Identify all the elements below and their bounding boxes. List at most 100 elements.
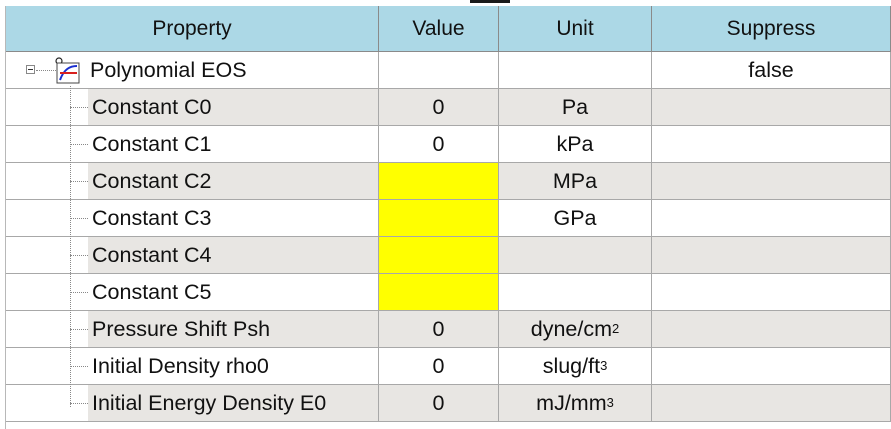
left-border [5,6,6,429]
property-label: Initial Energy Density E0 [92,390,327,415]
suppress-cell[interactable] [652,89,891,126]
tree-connector [70,144,88,145]
suppress-cell[interactable] [652,274,891,311]
property-label: Constant C5 [92,279,212,304]
value-cell[interactable] [379,52,499,89]
unit-text: kPa [556,131,594,156]
property-row[interactable]: Initial Energy Density E0 0 mJ/mm 3 [6,385,891,422]
tree-connector [70,181,88,182]
column-header-property[interactable]: Property [6,6,379,52]
property-row[interactable]: Constant C4 [6,237,891,274]
column-header-suppress[interactable]: Suppress [652,6,891,52]
property-cell: Initial Energy Density E0 [6,385,379,422]
property-label: Initial Density rho0 [92,353,269,378]
column-header-unit[interactable]: Unit [499,6,652,52]
value-text: 0 [432,390,445,415]
column-header-value-label: Value [412,16,465,40]
property-label: Pressure Shift Psh [92,316,271,341]
property-row[interactable]: Constant C5 [6,274,891,311]
property-label: Constant C3 [92,205,212,230]
property-label-box[interactable]: Constant C5 [88,274,378,310]
value-cell-missing[interactable] [379,237,499,274]
value-text: 0 [432,316,445,341]
column-header-property-label: Property [152,16,232,40]
property-cell: Constant C3 [6,200,379,237]
property-label-box[interactable]: Initial Energy Density E0 [88,385,378,421]
tree-connector [70,403,88,404]
value-cell[interactable]: 0 [379,89,499,126]
collapse-icon[interactable] [26,65,35,74]
polynomial-eos-icon [52,57,82,85]
suppress-cell[interactable]: false [652,52,891,89]
property-cell: Constant C5 [6,274,379,311]
property-label-box[interactable]: Constant C4 [88,237,378,273]
tree-connector [70,292,88,293]
property-label-box[interactable]: Constant C1 [88,126,378,162]
tree-row-polynomial-eos[interactable]: Polynomial EOS false [6,52,891,89]
value-text: 0 [432,131,445,156]
property-label: Constant C0 [92,94,212,119]
suppress-cell[interactable] [652,311,891,348]
column-header-suppress-label: Suppress [726,16,816,40]
property-label: Constant C2 [92,168,212,193]
value-cell[interactable]: 0 [379,311,499,348]
property-row[interactable]: Initial Density rho0 0 slug/ft 3 [6,348,891,385]
suppress-cell[interactable] [652,126,891,163]
suppress-cell[interactable] [652,348,891,385]
unit-cell[interactable] [499,274,652,311]
unit-cell[interactable]: GPa [499,200,652,237]
tree-connector [70,107,88,108]
tree-connector [70,218,88,219]
property-row[interactable]: Constant C0 0 Pa [6,89,891,126]
unit-cell[interactable]: dyne/cm 2 [499,311,652,348]
tree-connector [70,329,88,330]
value-cell[interactable]: 0 [379,348,499,385]
value-text: 0 [432,94,445,119]
unit-cell[interactable]: MPa [499,163,652,200]
tree-connector [36,70,56,71]
value-cell[interactable]: 0 [379,385,499,422]
unit-text: MPa [552,168,598,193]
property-cell: Constant C0 [6,89,379,126]
property-row[interactable]: Constant C1 0 kPa [6,126,891,163]
property-label-box[interactable]: Initial Density rho0 [88,348,378,384]
property-label-box[interactable]: Pressure Shift Psh [88,311,378,347]
suppress-cell[interactable] [652,237,891,274]
property-label-box[interactable]: Constant C3 [88,200,378,236]
tree-connector [70,366,88,367]
value-cell-missing[interactable] [379,163,499,200]
column-header-unit-label: Unit [556,16,594,40]
value-cell-missing[interactable] [379,200,499,237]
property-cell: Initial Density rho0 [6,348,379,385]
property-cell: Constant C2 [6,163,379,200]
unit-cell[interactable]: mJ/mm 3 [499,385,652,422]
property-cell: Pressure Shift Psh [6,311,379,348]
property-label-box[interactable]: Constant C0 [88,89,378,125]
top-edge-marker [470,0,510,3]
tree-connector [70,255,88,256]
unit-text: mJ/mm [536,390,607,415]
property-row[interactable]: Pressure Shift Psh 0 dyne/cm 2 [6,311,891,348]
root-label: Polynomial EOS [90,58,247,82]
property-cell: Constant C1 [6,126,379,163]
unit-cell[interactable] [499,52,652,89]
unit-cell[interactable] [499,237,652,274]
column-header-value[interactable]: Value [379,6,499,52]
property-label-box[interactable]: Constant C2 [88,163,378,199]
suppress-cell[interactable] [652,385,891,422]
unit-text: Pa [561,94,589,119]
value-cell[interactable]: 0 [379,126,499,163]
suppress-value: false [748,57,794,82]
property-row[interactable]: Constant C3 GPa [6,200,891,237]
unit-cell[interactable]: kPa [499,126,652,163]
property-label: Constant C1 [92,131,212,156]
unit-cell[interactable]: slug/ft 3 [499,348,652,385]
unit-cell[interactable]: Pa [499,89,652,126]
unit-text: slug/ft [542,353,601,378]
suppress-cell[interactable] [652,200,891,237]
value-cell-missing[interactable] [379,274,499,311]
property-label: Constant C4 [92,242,212,267]
suppress-cell[interactable] [652,163,891,200]
property-row[interactable]: Constant C2 MPa [6,163,891,200]
property-cell: Constant C4 [6,237,379,274]
